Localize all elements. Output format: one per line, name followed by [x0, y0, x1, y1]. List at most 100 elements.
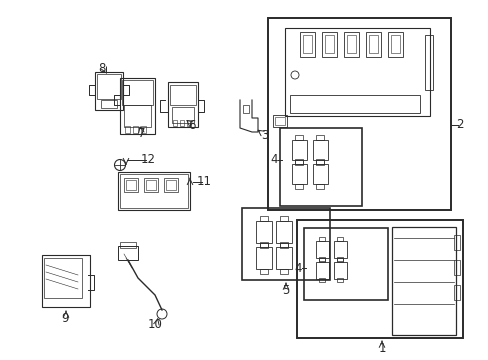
Bar: [453, 235, 459, 250]
Bar: [391, 227, 455, 335]
Text: 9: 9: [61, 311, 69, 324]
Bar: [336, 278, 342, 282]
Bar: [118, 172, 190, 210]
Bar: [44, 258, 82, 298]
Text: 11: 11: [196, 175, 211, 189]
Text: 4: 4: [294, 261, 301, 274]
Bar: [165, 180, 176, 190]
Bar: [42, 255, 90, 307]
Bar: [312, 164, 327, 184]
Text: 7: 7: [138, 127, 145, 140]
Bar: [120, 174, 187, 208]
Text: 1: 1: [378, 342, 385, 355]
Bar: [294, 159, 303, 164]
Bar: [275, 221, 291, 243]
Bar: [280, 128, 361, 206]
Bar: [260, 243, 267, 248]
Bar: [294, 135, 303, 140]
Bar: [285, 28, 429, 116]
Bar: [256, 221, 271, 243]
Text: 5: 5: [282, 284, 289, 297]
Bar: [274, 117, 285, 125]
Bar: [170, 85, 196, 105]
Bar: [343, 32, 358, 57]
Bar: [173, 120, 177, 126]
Bar: [299, 32, 314, 57]
Bar: [124, 105, 151, 127]
Text: 6: 6: [188, 120, 195, 132]
Bar: [387, 32, 402, 57]
Text: 4: 4: [270, 153, 277, 166]
Bar: [315, 160, 324, 165]
Bar: [315, 262, 328, 279]
Bar: [303, 35, 311, 53]
Bar: [280, 216, 287, 221]
Bar: [118, 246, 138, 260]
Bar: [390, 35, 399, 53]
Bar: [242, 208, 329, 280]
Text: 3: 3: [261, 130, 268, 143]
Bar: [291, 164, 306, 184]
Bar: [315, 184, 324, 189]
Bar: [125, 126, 130, 133]
Text: 12: 12: [140, 153, 155, 166]
Bar: [267, 18, 450, 210]
Bar: [120, 242, 136, 248]
Bar: [141, 126, 146, 133]
Bar: [95, 72, 123, 110]
Bar: [315, 135, 324, 140]
Bar: [368, 35, 377, 53]
Bar: [315, 159, 324, 164]
Bar: [97, 74, 121, 99]
Bar: [336, 258, 342, 262]
Bar: [146, 180, 156, 190]
Text: 2: 2: [455, 118, 463, 131]
Bar: [280, 242, 287, 247]
Bar: [133, 126, 138, 133]
Bar: [325, 35, 333, 53]
Bar: [453, 260, 459, 275]
Bar: [304, 228, 387, 300]
Bar: [260, 242, 267, 247]
Bar: [424, 35, 432, 90]
Bar: [336, 237, 342, 241]
Text: 8: 8: [98, 62, 105, 75]
Bar: [294, 184, 303, 189]
Bar: [120, 78, 155, 134]
Bar: [272, 115, 286, 127]
Bar: [294, 160, 303, 165]
Bar: [256, 247, 271, 269]
Bar: [296, 220, 462, 338]
Bar: [124, 178, 138, 192]
Bar: [318, 258, 325, 262]
Bar: [143, 178, 158, 192]
Bar: [346, 35, 355, 53]
Bar: [318, 257, 325, 261]
Bar: [318, 237, 325, 241]
Bar: [163, 178, 178, 192]
Bar: [172, 107, 194, 123]
Text: 10: 10: [147, 319, 162, 332]
Bar: [321, 32, 336, 57]
Bar: [333, 262, 346, 279]
Bar: [275, 247, 291, 269]
Bar: [122, 80, 153, 105]
Bar: [243, 105, 248, 113]
Bar: [180, 120, 183, 126]
Bar: [336, 257, 342, 261]
Bar: [453, 285, 459, 300]
Bar: [168, 82, 198, 127]
Bar: [318, 278, 325, 282]
Bar: [101, 100, 117, 108]
Bar: [280, 269, 287, 274]
Bar: [260, 269, 267, 274]
Bar: [280, 243, 287, 248]
Bar: [260, 216, 267, 221]
Bar: [186, 120, 191, 126]
Bar: [365, 32, 380, 57]
Bar: [126, 180, 136, 190]
Bar: [289, 95, 419, 113]
Bar: [291, 140, 306, 160]
Bar: [312, 140, 327, 160]
Bar: [333, 241, 346, 258]
